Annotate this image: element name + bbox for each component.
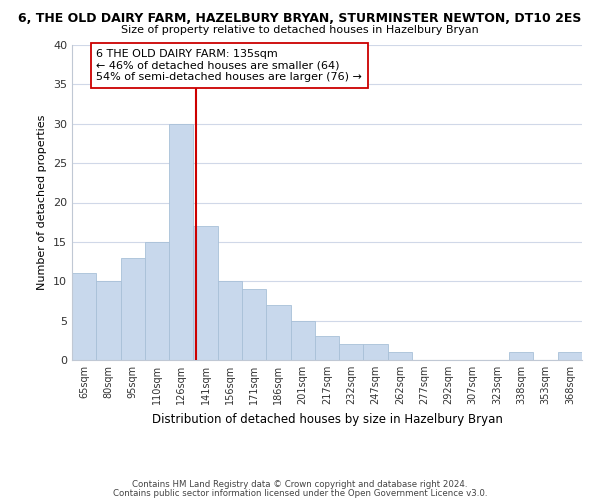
Bar: [364, 344, 388, 360]
Bar: [242, 289, 266, 360]
Text: Contains HM Land Registry data © Crown copyright and database right 2024.: Contains HM Land Registry data © Crown c…: [132, 480, 468, 489]
Bar: [558, 352, 582, 360]
Bar: [169, 124, 193, 360]
Text: Contains public sector information licensed under the Open Government Licence v3: Contains public sector information licen…: [113, 488, 487, 498]
Bar: [121, 258, 145, 360]
Bar: [193, 226, 218, 360]
X-axis label: Distribution of detached houses by size in Hazelbury Bryan: Distribution of detached houses by size …: [152, 412, 502, 426]
Bar: [315, 336, 339, 360]
Text: 6, THE OLD DAIRY FARM, HAZELBURY BRYAN, STURMINSTER NEWTON, DT10 2ES: 6, THE OLD DAIRY FARM, HAZELBURY BRYAN, …: [19, 12, 581, 26]
Y-axis label: Number of detached properties: Number of detached properties: [37, 115, 47, 290]
Bar: [96, 281, 121, 360]
Bar: [509, 352, 533, 360]
Bar: [218, 281, 242, 360]
Bar: [145, 242, 169, 360]
Bar: [388, 352, 412, 360]
Bar: [266, 305, 290, 360]
Bar: [72, 274, 96, 360]
Bar: [290, 320, 315, 360]
Text: 6 THE OLD DAIRY FARM: 135sqm
← 46% of detached houses are smaller (64)
54% of se: 6 THE OLD DAIRY FARM: 135sqm ← 46% of de…: [96, 49, 362, 82]
Text: Size of property relative to detached houses in Hazelbury Bryan: Size of property relative to detached ho…: [121, 25, 479, 35]
Bar: [339, 344, 364, 360]
